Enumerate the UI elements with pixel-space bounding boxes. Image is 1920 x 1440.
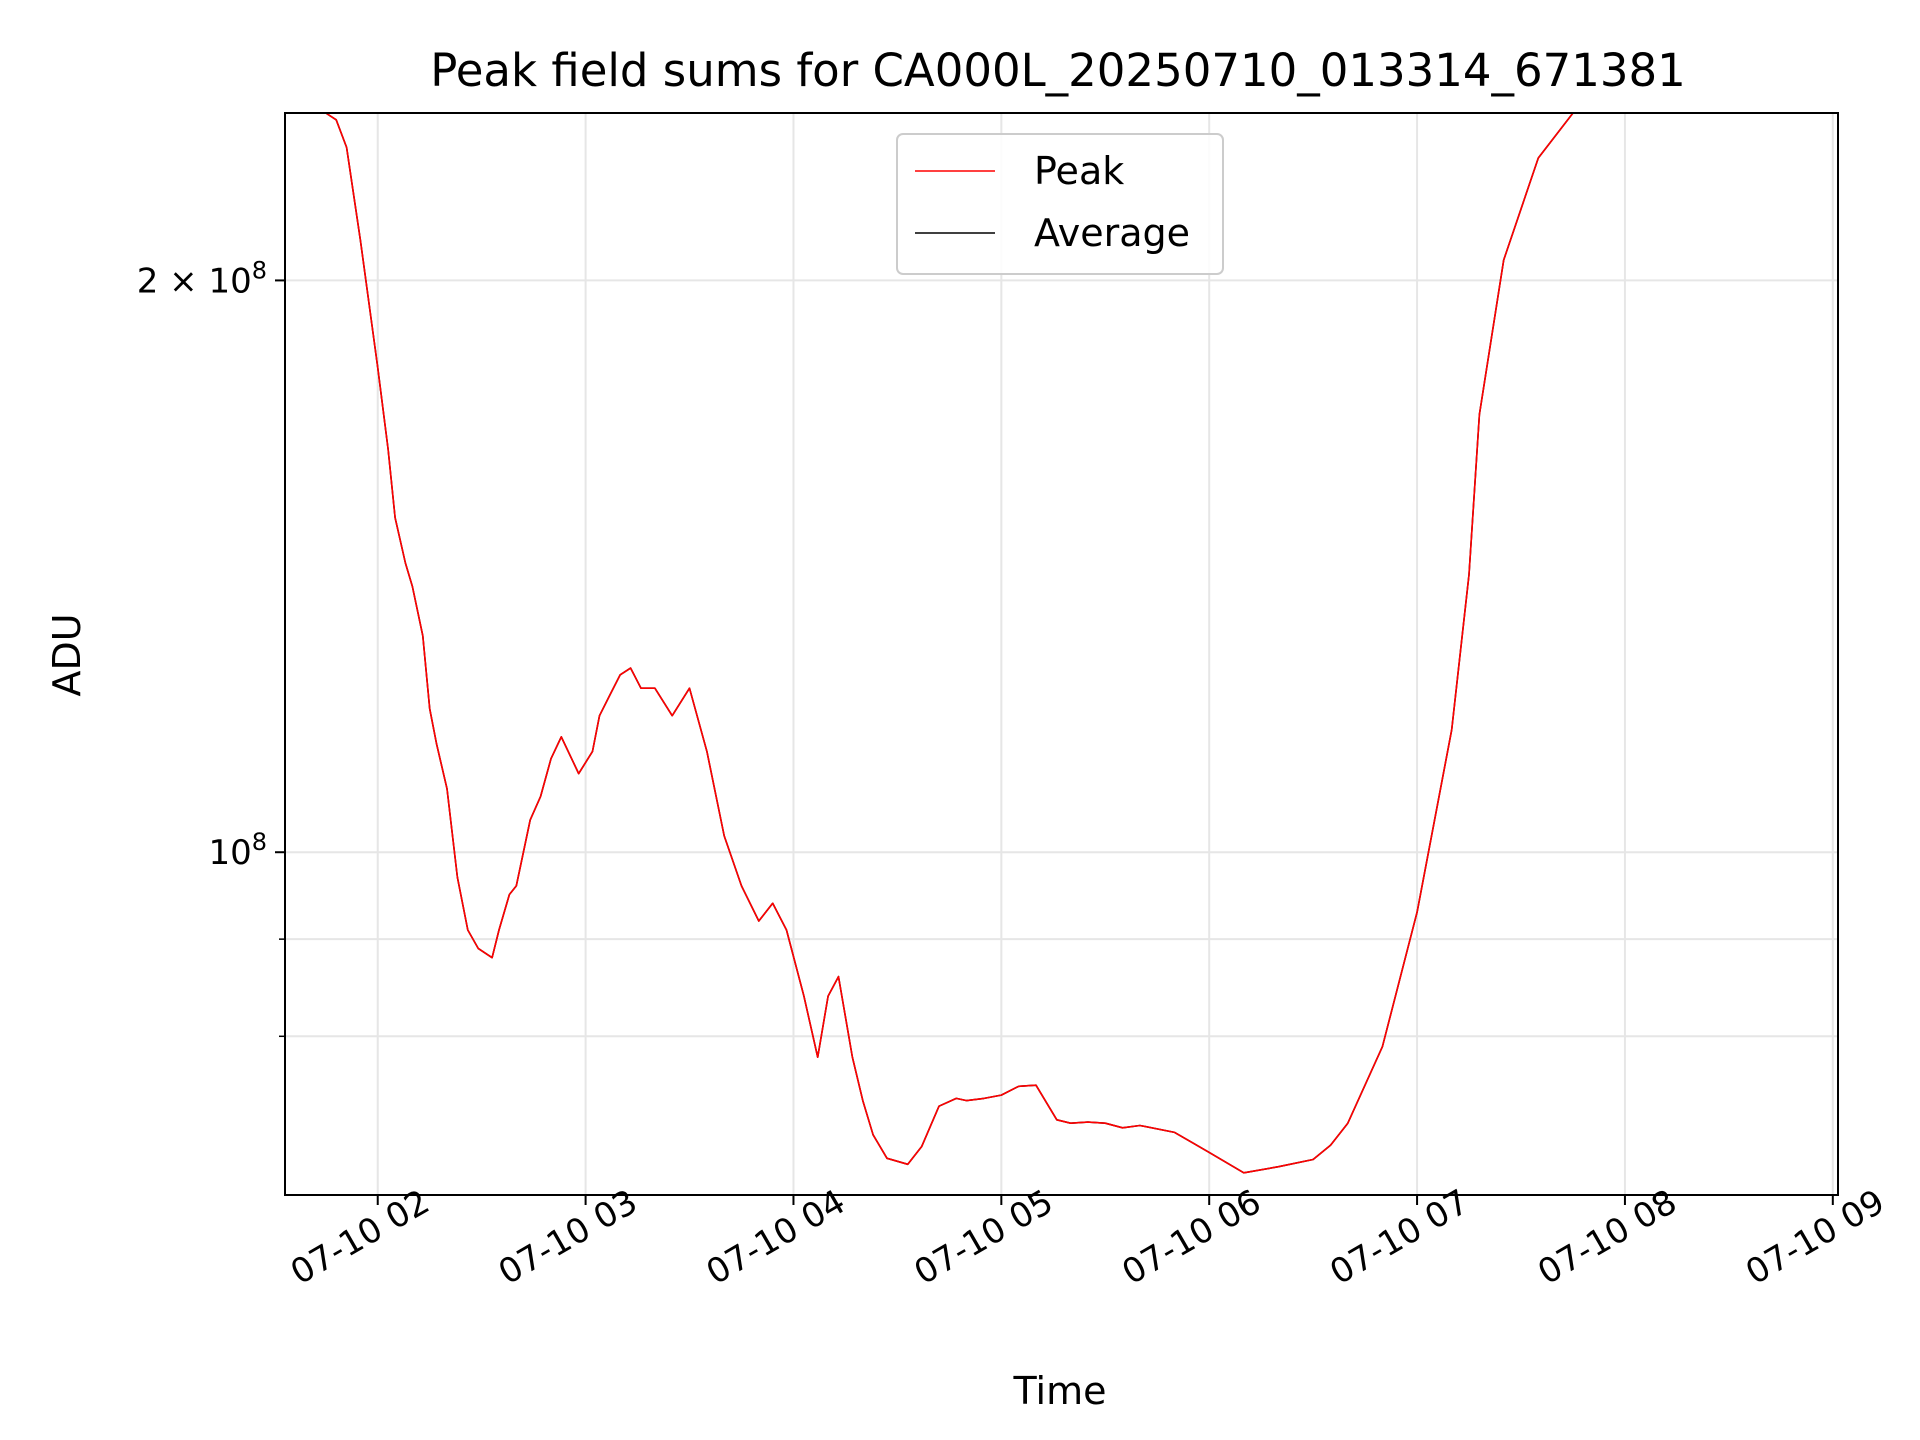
legend: Peak Average [896,133,1224,275]
x-tick-label: 07-10 07 [1323,1182,1475,1293]
x-tick-label: 07-10 09 [1739,1182,1891,1293]
plot-frame [284,112,1839,1196]
y-tick-label: 108 [208,828,267,873]
legend-label-average: Average [1034,211,1190,255]
chart-title: Peak field sums for CA000L_20250710_0133… [430,44,1686,97]
x-tick-label: 07-10 04 [700,1182,852,1293]
x-tick-label: 07-10 03 [492,1182,644,1293]
x-tick-label: 07-10 08 [1531,1182,1683,1293]
legend-label-peak: Peak [1034,149,1124,193]
x-tick-label: 07-10 05 [908,1182,1060,1293]
legend-box [896,133,1224,275]
x-tick-label: 07-10 06 [1116,1182,1268,1293]
grid-lines [285,113,1838,1195]
x-tick-label: 07-10 02 [284,1182,436,1293]
y-axis-label: ADU [45,613,89,696]
y-axis: 2 × 108 108 [137,256,285,1038]
y-tick-label: 2 × 108 [137,256,267,301]
x-axis-label: Time [1013,1369,1107,1413]
x-axis: 07-10 02 07-10 03 07-10 04 07-10 05 07-10 06… [284,1182,1891,1293]
